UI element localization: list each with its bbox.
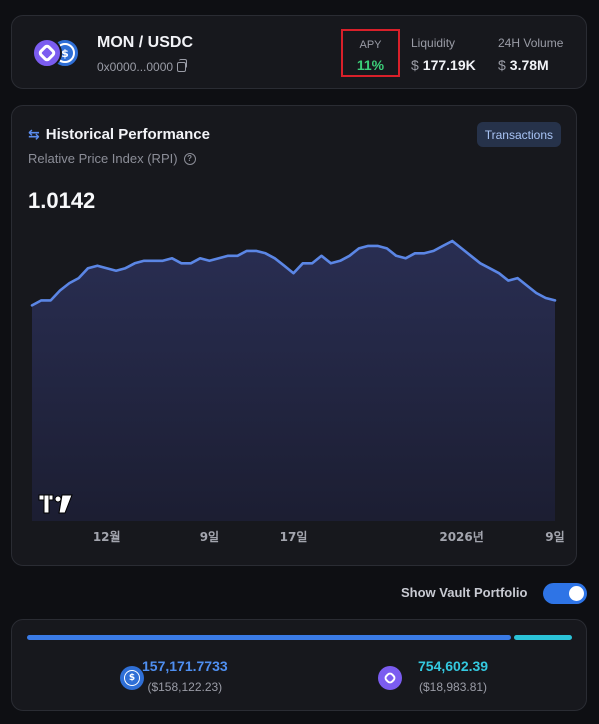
tradingview-logo-icon[interactable] [38, 493, 74, 515]
chart-subtitle: Relative Price Index (RPI) ? [28, 151, 196, 166]
vault-portfolio-card: $ 157,171.7733 ($158,122.23) 754,602.39 … [11, 619, 587, 711]
usdc-token-icon: $ [120, 666, 144, 690]
mon-amount: 754,602.39 [418, 658, 489, 674]
apy-label: APY [359, 39, 382, 51]
swap-arrows-icon: ⇆ [28, 126, 40, 143]
usdc-usd-value: ($158,122.23) [147, 680, 223, 694]
liquidity-value: $177.19K [411, 57, 476, 73]
mon-share-segment [514, 635, 572, 640]
current-rpi-value: 1.0142 [28, 188, 96, 213]
liquidity-currency: $ [411, 57, 419, 73]
pair-icons: $ [32, 36, 80, 70]
mon-usd-value: ($18,983.81) [419, 680, 488, 694]
transactions-button[interactable]: Transactions [476, 122, 561, 147]
rpi-chart[interactable]: 12월 9일 17일 2026년 9일 [12, 106, 577, 566]
pair-address-text: 0x0000...0000 [97, 60, 174, 74]
pair-header-card: $ MON / USDC 0x0000...0000 APY 11% Liqui… [11, 15, 587, 89]
x-tick-label-1: 9일 [200, 530, 219, 544]
historical-performance-card: 12월 9일 17일 2026년 9일 ⇆ Historical Performance… [11, 105, 577, 566]
mon-token-icon [32, 38, 62, 68]
usdc-share-segment [27, 635, 511, 640]
x-axis-ticks: 12월 9일 17일 2026년 9일 [93, 529, 565, 544]
chart-series-line [30, 239, 557, 307]
volume-value: $3.78M [498, 57, 563, 73]
toggle-knob [569, 586, 584, 601]
volume-stat: 24H Volume $3.78M [498, 36, 563, 73]
pair-title: MON / USDC [97, 34, 193, 51]
copy-icon[interactable] [177, 59, 188, 72]
volume-currency: $ [498, 57, 506, 73]
chart-subtitle-text: Relative Price Index (RPI) [28, 151, 178, 166]
x-tick-label-0: 12월 [93, 529, 121, 544]
help-icon[interactable]: ? [183, 152, 196, 165]
usdc-amount: 157,171.7733 [142, 658, 228, 674]
x-tick-label-4: 9일 [545, 530, 564, 544]
pair-address[interactable]: 0x0000...0000 [97, 59, 188, 74]
mon-holding: 754,602.39 ($18,983.81) [378, 658, 488, 694]
x-tick-label-3: 2026년 [439, 530, 483, 544]
portfolio-share-bar [27, 635, 572, 640]
chart-title-text: Historical Performance [45, 126, 210, 143]
liquidity-stat: Liquidity $177.19K [411, 36, 476, 73]
x-tick-label-2: 17일 [280, 530, 308, 544]
volume-label: 24H Volume [498, 36, 564, 50]
show-vault-portfolio-label: Show Vault Portfolio [401, 585, 528, 600]
show-vault-portfolio-toggle[interactable] [543, 583, 587, 604]
mon-token-icon [378, 666, 402, 690]
usdc-holding: $ 157,171.7733 ($158,122.23) [102, 658, 228, 694]
liquidity-amount: 177.19K [422, 57, 476, 73]
apy-value: 11% [356, 57, 385, 73]
chart-title: ⇆ Historical Performance [28, 126, 210, 143]
volume-amount: 3.78M [509, 57, 549, 73]
apy-stat: APY 11% [341, 29, 400, 77]
chart-area [32, 241, 555, 521]
liquidity-label: Liquidity [411, 36, 456, 50]
